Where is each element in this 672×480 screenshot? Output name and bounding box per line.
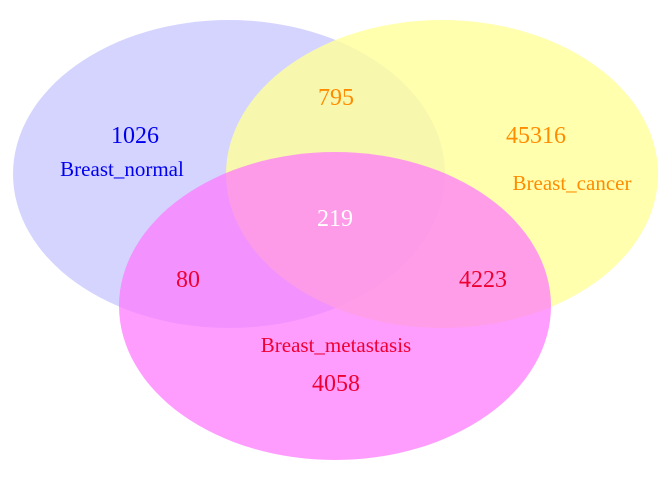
set-label-breast-cancer: Breast_cancer	[513, 171, 632, 195]
count-cancer-only: 45316	[506, 123, 566, 149]
set-ellipse-breast-metastasis	[119, 152, 551, 460]
count-normal-cancer: 795	[318, 85, 354, 111]
count-metastasis-only: 4058	[312, 371, 360, 397]
count-all-three: 219	[317, 206, 353, 232]
set-label-breast-metastasis: Breast_metastasis	[261, 333, 411, 357]
set-label-breast-normal: Breast_normal	[60, 157, 184, 181]
count-normal-only: 1026	[111, 123, 159, 149]
count-normal-metastasis: 80	[176, 267, 200, 293]
count-cancer-metastasis: 4223	[459, 267, 507, 293]
